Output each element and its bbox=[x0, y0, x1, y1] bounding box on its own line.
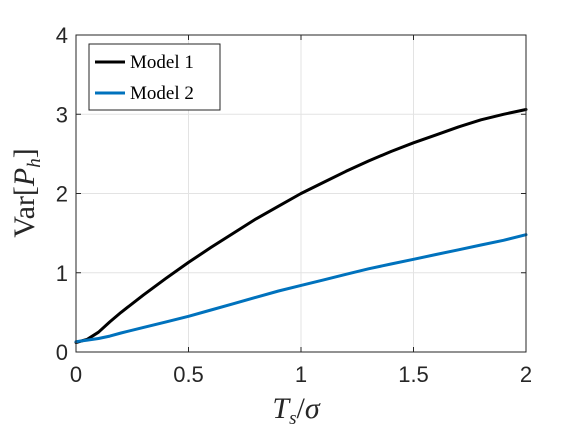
y-tick-label: 0 bbox=[56, 340, 68, 365]
x-tick-label: 0.5 bbox=[173, 362, 204, 387]
legend-box bbox=[88, 43, 221, 111]
series-line-model-1 bbox=[74, 108, 528, 344]
x-tick-label: 0 bbox=[70, 362, 82, 387]
legend: Model 1 Model 2 bbox=[88, 43, 221, 111]
x-axis-label: Ts/σ bbox=[272, 392, 320, 429]
legend-label-model-2: Model 2 bbox=[130, 83, 194, 104]
y-tick-label: 4 bbox=[56, 23, 68, 48]
y-tick-label: 2 bbox=[56, 182, 68, 207]
x-tick-label: 1 bbox=[295, 362, 307, 387]
y-tick-label: 3 bbox=[56, 102, 68, 127]
x-tick-label: 2 bbox=[520, 362, 532, 387]
ticks: 0 0.5 1 1.5 2 0 1 2 3 4 bbox=[56, 23, 532, 387]
y-axis-label: Var[Ph] bbox=[8, 148, 45, 237]
x-tick-label: 1.5 bbox=[398, 362, 429, 387]
series-layer bbox=[74, 108, 528, 344]
legend-label-model-1: Model 1 bbox=[130, 52, 194, 73]
y-tick-label: 1 bbox=[56, 261, 68, 286]
series-line-model-2 bbox=[74, 233, 528, 344]
